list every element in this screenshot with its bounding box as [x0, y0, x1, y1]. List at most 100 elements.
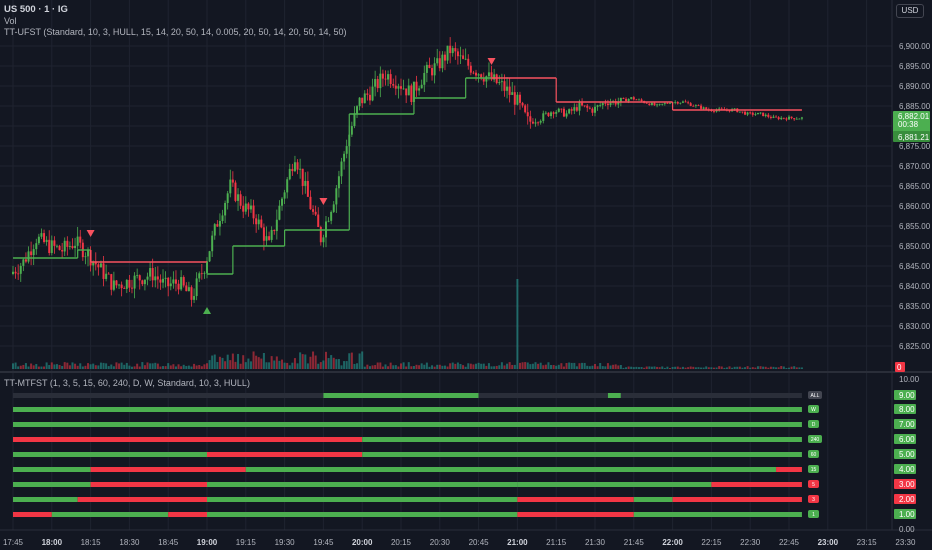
volume-bar [162, 366, 165, 369]
volume-bar [495, 365, 498, 369]
volume-bar [733, 366, 736, 369]
candle [656, 103, 659, 108]
candle [102, 256, 105, 287]
time-tick-label: 18:30 [119, 538, 140, 547]
candle [526, 103, 529, 125]
volume-bar [498, 365, 501, 369]
mtfst-badge [808, 450, 819, 458]
mtfst-segment [362, 437, 802, 442]
candle [741, 111, 744, 114]
candle [534, 118, 537, 127]
candle [190, 285, 193, 307]
volume-bar [371, 365, 374, 369]
candle [400, 78, 402, 96]
volume-bar [555, 365, 558, 369]
candle [345, 139, 348, 159]
candle [185, 282, 188, 292]
volume-bar [617, 365, 620, 369]
candle [384, 70, 387, 86]
time-tick-label: 18:45 [158, 538, 179, 547]
price-tick-label: 6,885.00 [899, 102, 931, 111]
ufst-trail-line [13, 77, 802, 275]
volume-bar [133, 366, 136, 369]
volume-bar [596, 366, 599, 369]
candle [625, 97, 628, 102]
volume-bar [586, 365, 589, 369]
volume-bar [744, 367, 747, 369]
volume-bar [767, 367, 770, 369]
volume-bar [180, 366, 183, 369]
mtfst-segment [77, 497, 208, 502]
mtfst-segment [13, 407, 802, 412]
candle [379, 66, 382, 98]
volume-bar [118, 363, 121, 369]
volume-bar [151, 363, 154, 369]
candle [288, 163, 291, 181]
mtfst-level-label: 5.00 [899, 450, 915, 459]
candle [746, 111, 749, 117]
candle [322, 234, 325, 248]
candle [575, 103, 578, 113]
volume-bar [503, 365, 506, 369]
mtfst-heatmap[interactable]: ALL W D 240 60 15 5 3 1 9.00 8.00 7.00 6.00 5.00 4.00 3… [13, 375, 920, 534]
mtfst-badge-label: ALL [811, 393, 820, 399]
volume-bar [480, 363, 483, 369]
volume-bar [317, 363, 320, 369]
candle [591, 107, 594, 116]
candle [268, 231, 271, 241]
volume-bar [48, 365, 51, 369]
price-tick-label: 6,865.00 [899, 182, 931, 191]
volume-bar [756, 366, 759, 369]
currency-button[interactable]: USD [896, 4, 924, 18]
volume-bar [43, 366, 46, 369]
candle [438, 51, 441, 72]
candle [586, 104, 589, 112]
volume-bar [738, 366, 741, 369]
candle [224, 200, 227, 224]
candle [149, 262, 152, 281]
price-axis[interactable]: 6,900.006,895.006,890.006,885.006,880.00… [893, 42, 931, 372]
candles[interactable] [12, 37, 803, 307]
mtfst-row-60: 60 [13, 450, 819, 458]
volume-legend[interactable]: Vol [4, 16, 17, 26]
volume-bar [720, 366, 723, 369]
mtfst-indicator-legend[interactable]: TT-MTFST (1, 3, 5, 15, 60, 240, D, W, St… [4, 378, 250, 388]
volume-bar [149, 363, 152, 369]
volume-bar [337, 359, 340, 369]
volume-bar [436, 364, 439, 369]
volume-bar [785, 367, 788, 369]
candle [433, 57, 436, 84]
volume-bar [262, 352, 265, 369]
candle [309, 190, 312, 210]
mtfst-segment [51, 512, 169, 517]
candle [143, 279, 146, 291]
candle [617, 97, 620, 109]
candle [213, 223, 216, 240]
volume-bar [112, 366, 115, 369]
ufst-indicator-legend[interactable]: TT-UFST (Standard, 10, 3, HULL, 15, 14, … [4, 27, 347, 37]
candle [12, 265, 14, 276]
candle [573, 103, 576, 115]
volume-bar [431, 365, 434, 369]
volume-bar [221, 357, 224, 369]
volume-bar [694, 367, 697, 369]
candle [516, 91, 519, 106]
candle [53, 236, 56, 254]
candle [301, 168, 304, 195]
candle [374, 70, 377, 97]
mtfst-segment [90, 482, 207, 487]
time-tick-label: 22:45 [779, 538, 800, 547]
candle [583, 105, 586, 108]
volume-bar [428, 366, 431, 369]
time-tick-label: 23:15 [857, 538, 878, 547]
mtfst-level-tag [894, 509, 916, 519]
volume-bar [340, 365, 343, 369]
candle [35, 238, 38, 255]
time-axis[interactable]: 17:45 18:00 18:15 18:30 18:45 19:00 19:15 19:30… [3, 538, 916, 547]
volume-bar [614, 364, 617, 369]
candle [136, 268, 139, 279]
mtfst-segment [13, 393, 324, 398]
symbol-title[interactable]: US 500 · 1 · IG [4, 4, 68, 15]
volume-bar [288, 365, 291, 369]
